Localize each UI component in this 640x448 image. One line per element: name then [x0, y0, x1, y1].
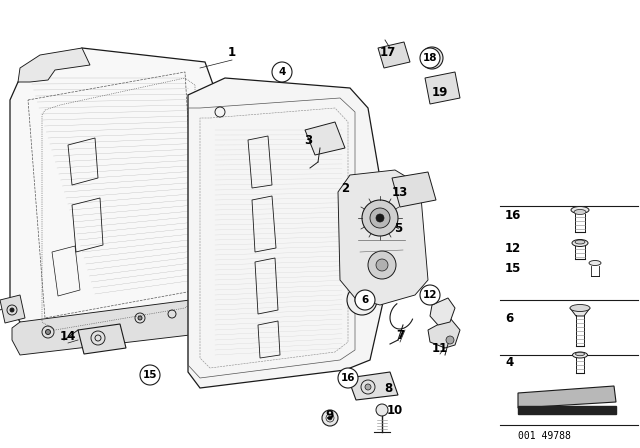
Circle shape [446, 336, 454, 344]
Text: 9: 9 [326, 409, 334, 422]
Polygon shape [570, 308, 590, 316]
Text: 15: 15 [505, 262, 522, 275]
Circle shape [338, 368, 358, 388]
Circle shape [420, 285, 440, 305]
Circle shape [138, 316, 142, 320]
Text: 14: 14 [60, 329, 76, 343]
Polygon shape [305, 122, 345, 155]
Circle shape [362, 200, 398, 236]
Ellipse shape [572, 240, 588, 246]
Text: 18: 18 [423, 53, 437, 63]
Circle shape [45, 329, 51, 335]
Text: 10: 10 [387, 404, 403, 417]
Circle shape [10, 308, 14, 312]
Circle shape [368, 251, 396, 279]
Circle shape [328, 416, 332, 420]
Text: 12: 12 [505, 241, 521, 254]
Text: 4: 4 [505, 356, 513, 369]
Ellipse shape [571, 207, 589, 214]
Circle shape [347, 285, 377, 315]
Circle shape [376, 404, 388, 416]
Polygon shape [392, 172, 436, 207]
Text: 6: 6 [362, 295, 369, 305]
Text: 3: 3 [304, 134, 312, 146]
Ellipse shape [589, 260, 601, 266]
Circle shape [421, 47, 443, 69]
Polygon shape [12, 300, 205, 355]
Text: 13: 13 [392, 185, 408, 198]
Ellipse shape [573, 352, 588, 358]
Polygon shape [430, 298, 455, 325]
Text: 2: 2 [341, 181, 349, 194]
Polygon shape [188, 78, 388, 388]
Ellipse shape [574, 210, 586, 215]
Text: 8: 8 [384, 382, 392, 395]
Circle shape [376, 259, 388, 271]
Circle shape [355, 290, 375, 310]
Polygon shape [428, 318, 460, 348]
Text: 4: 4 [278, 67, 285, 77]
Ellipse shape [575, 240, 585, 244]
Text: 17: 17 [380, 46, 396, 59]
Circle shape [272, 62, 292, 82]
Polygon shape [378, 42, 410, 68]
Polygon shape [10, 48, 215, 340]
Text: 6: 6 [505, 311, 513, 324]
Circle shape [359, 297, 365, 303]
Text: 11: 11 [432, 341, 448, 354]
Polygon shape [78, 324, 126, 354]
Circle shape [355, 293, 369, 307]
Circle shape [420, 48, 440, 68]
Polygon shape [18, 48, 90, 82]
Text: 16: 16 [505, 208, 522, 221]
Polygon shape [338, 170, 428, 305]
Bar [518, 406, 616, 414]
Text: 5: 5 [394, 221, 402, 234]
Circle shape [365, 384, 371, 390]
Circle shape [140, 365, 160, 385]
Text: 15: 15 [143, 370, 157, 380]
Polygon shape [348, 372, 398, 400]
Text: 001 49788: 001 49788 [518, 431, 571, 441]
Text: 16: 16 [340, 373, 355, 383]
Circle shape [370, 208, 390, 228]
Circle shape [376, 214, 384, 222]
Text: 7: 7 [396, 328, 404, 341]
Ellipse shape [570, 305, 590, 311]
Circle shape [322, 410, 338, 426]
Ellipse shape [575, 352, 584, 356]
Polygon shape [518, 386, 616, 408]
Text: 19: 19 [432, 86, 448, 99]
Polygon shape [0, 295, 25, 323]
Polygon shape [425, 72, 460, 104]
Text: 12: 12 [423, 290, 437, 300]
Text: 1: 1 [228, 46, 236, 59]
